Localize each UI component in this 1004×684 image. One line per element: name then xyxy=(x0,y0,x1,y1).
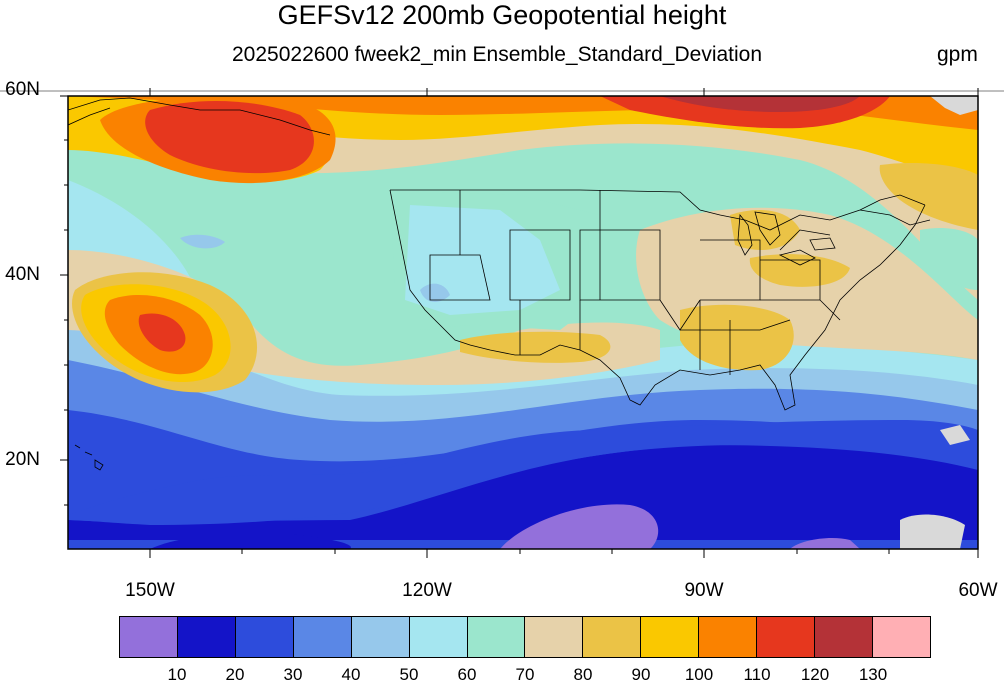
colorbar-label: 130 xyxy=(858,665,888,684)
colorbar-label: 10 xyxy=(167,665,187,684)
colorbar-label: 110 xyxy=(743,665,771,684)
chart-subtitle: 2025022600 fweek2_min Ensemble_Standard_… xyxy=(232,43,763,66)
colorbar-label: 40 xyxy=(341,665,361,684)
colorbar-swatch xyxy=(525,617,584,657)
missing-data-patches xyxy=(900,96,978,549)
map-border xyxy=(67,95,979,550)
chart-title: GEFSv12 200mb Geopotential height xyxy=(277,0,727,30)
colorbar xyxy=(119,616,931,658)
lon-label-60w: 60W xyxy=(958,580,998,601)
colorbar-swatch xyxy=(467,617,526,657)
colorbar-swatch xyxy=(293,617,352,657)
colorbar-swatch xyxy=(872,617,930,657)
colorbar-label: 60 xyxy=(457,665,477,684)
colorbar-swatch xyxy=(351,617,410,657)
colorbar-swatch xyxy=(409,617,468,657)
colorbar-label: 120 xyxy=(800,665,830,684)
lon-label-120w: 120W xyxy=(402,580,452,601)
colorbar-swatch xyxy=(120,617,178,657)
colorbar-swatch xyxy=(757,617,816,657)
colorbar-swatch xyxy=(641,617,700,657)
lon-label-150w: 150W xyxy=(125,580,175,601)
colorbar-swatch xyxy=(235,617,294,657)
lat-label-40n: 40N xyxy=(5,264,40,285)
lat-label-20n: 20N xyxy=(5,449,40,470)
colorbar-swatch xyxy=(177,617,236,657)
colorbar-label: 50 xyxy=(399,665,419,684)
lon-label-90w: 90W xyxy=(684,580,724,601)
colorbar-label: 20 xyxy=(225,665,245,684)
axis-ticks xyxy=(60,88,979,558)
colorbar-label: 90 xyxy=(631,665,651,684)
colorbar-swatch xyxy=(699,617,758,657)
colorbar-label: 100 xyxy=(684,665,714,684)
lat-label-60n: 60N xyxy=(5,79,40,100)
map-panel xyxy=(0,88,1004,558)
colorbar-label: 70 xyxy=(515,665,535,684)
units-label: gpm xyxy=(937,43,978,66)
colorbar-label: 80 xyxy=(573,665,593,684)
coastlines xyxy=(68,97,931,471)
colorbar-swatch xyxy=(815,617,873,657)
colorbar-swatch xyxy=(583,617,642,657)
contour-field xyxy=(68,96,978,549)
colorbar-label: 30 xyxy=(283,665,303,684)
